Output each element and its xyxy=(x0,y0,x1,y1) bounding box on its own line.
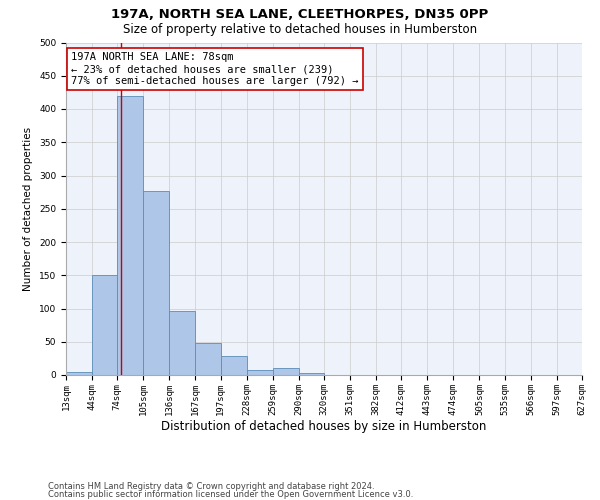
Bar xyxy=(196,343,221,375)
Bar xyxy=(169,311,196,375)
Text: Contains HM Land Registry data © Crown copyright and database right 2024.: Contains HM Land Registry data © Crown c… xyxy=(48,482,374,491)
Bar xyxy=(92,275,117,375)
Bar xyxy=(66,372,92,375)
Text: Size of property relative to detached houses in Humberston: Size of property relative to detached ho… xyxy=(123,22,477,36)
Bar xyxy=(273,368,299,375)
X-axis label: Distribution of detached houses by size in Humberston: Distribution of detached houses by size … xyxy=(161,420,487,434)
Bar xyxy=(299,373,324,375)
Text: 197A NORTH SEA LANE: 78sqm
← 23% of detached houses are smaller (239)
77% of sem: 197A NORTH SEA LANE: 78sqm ← 23% of deta… xyxy=(71,52,359,86)
Bar xyxy=(143,191,169,375)
Bar xyxy=(247,370,273,375)
Bar xyxy=(221,356,247,375)
Y-axis label: Number of detached properties: Number of detached properties xyxy=(23,126,34,291)
Bar xyxy=(117,96,143,375)
Text: Contains public sector information licensed under the Open Government Licence v3: Contains public sector information licen… xyxy=(48,490,413,499)
Text: 197A, NORTH SEA LANE, CLEETHORPES, DN35 0PP: 197A, NORTH SEA LANE, CLEETHORPES, DN35 … xyxy=(112,8,488,20)
